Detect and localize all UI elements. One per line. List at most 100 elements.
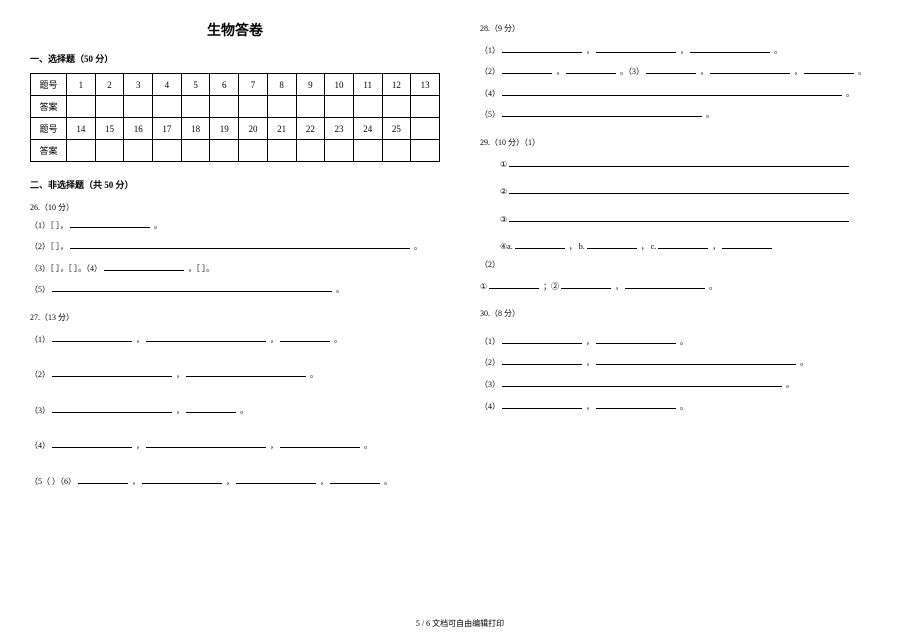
text: ，	[176, 406, 184, 415]
section1-heading: 一、选择题（50 分）	[30, 52, 440, 65]
blank	[502, 64, 552, 74]
q28: 28.（9 分） （1） ， ， 。 （2） ， 。（3） ， ， 。 （4） …	[480, 20, 890, 124]
q29-part2: （2）	[480, 256, 890, 274]
text: ，	[136, 335, 144, 344]
q30-line2: （2） ， 。	[480, 354, 890, 372]
table-cell: 8	[267, 74, 296, 96]
blank	[70, 239, 410, 249]
text: ，	[794, 67, 802, 76]
answer-table: 题号 1 2 3 4 5 6 7 8 9 10 11 12 13 答案	[30, 73, 440, 162]
table-row: 题号 14 15 16 17 18 19 20 21 22 23 24 25	[31, 118, 440, 140]
table-cell: 24	[353, 118, 382, 140]
table-cell	[181, 140, 210, 162]
text: ， c.	[641, 242, 657, 251]
text: ，	[226, 477, 234, 486]
q29: 29.（10 分）（1） ① ② ③ ④a. ， b. ， c. ， （2） ①…	[480, 134, 890, 295]
text: （2）	[480, 358, 500, 367]
table-cell	[153, 140, 182, 162]
blank	[104, 261, 184, 271]
text: 。	[706, 110, 714, 119]
table-cell	[325, 140, 354, 162]
q29-c1: ①	[480, 156, 890, 174]
table-cell: 25	[382, 118, 411, 140]
q27: 27.（13 分） （1） ， ， 。 （2） ， 。 （3） ， 。 （4） …	[30, 309, 440, 491]
blank	[625, 279, 705, 289]
text: 。	[786, 380, 794, 389]
text: （3）［	[30, 264, 54, 273]
text: （5）	[30, 285, 50, 294]
text: ①	[480, 282, 487, 291]
text: ，	[712, 242, 720, 251]
q30: 30.（8 分） （1） ， 。 （2） ， 。 （3） 。 （4） ， 。	[480, 305, 890, 415]
q26-line1: （1）［ ］， 。	[30, 217, 440, 235]
table-cell	[411, 140, 440, 162]
table-cell: 15	[95, 118, 124, 140]
blank	[502, 399, 582, 409]
blank	[502, 86, 842, 96]
text: （1）	[30, 335, 50, 344]
blank	[596, 334, 676, 344]
blank	[502, 43, 582, 53]
table-cell: 3	[124, 74, 153, 96]
blank	[561, 279, 611, 289]
text: 。	[774, 46, 782, 55]
q30-line4: （4） ， 。	[480, 398, 890, 416]
q28-line4: （4） 。	[480, 85, 890, 103]
text: ］，	[56, 242, 68, 251]
text: ，	[615, 282, 623, 291]
q26-header: 26.（10 分）	[30, 199, 440, 217]
blank	[596, 355, 796, 365]
text: （4）	[480, 89, 500, 98]
text: （1）［	[30, 221, 54, 230]
table-cell: 5	[181, 74, 210, 96]
blank	[502, 377, 782, 387]
text: 。	[154, 221, 162, 230]
table-cell	[124, 96, 153, 118]
left-column: 生物答卷 一、选择题（50 分） 题号 1 2 3 4 5 6 7 8 9 10…	[30, 20, 440, 590]
text: ④a.	[500, 242, 513, 251]
table-cell: 17	[153, 118, 182, 140]
text: ，	[320, 477, 328, 486]
text: （3）	[480, 380, 500, 389]
text: （1）	[480, 46, 500, 55]
q27-line2: （2） ， 。	[30, 366, 440, 384]
blank	[78, 474, 128, 484]
blank	[587, 239, 637, 249]
text: 。	[858, 67, 866, 76]
table-cell: 11	[353, 74, 382, 96]
table-row: 答案	[31, 140, 440, 162]
q29-p2-line: ① ；② ， 。	[480, 278, 890, 296]
text: （4）	[30, 441, 50, 450]
blank	[804, 64, 854, 74]
table-cell	[296, 96, 325, 118]
table-row: 题号 1 2 3 4 5 6 7 8 9 10 11 12 13	[31, 74, 440, 96]
table-cell	[239, 96, 268, 118]
blank	[186, 367, 306, 377]
table-cell	[95, 140, 124, 162]
text: ，	[586, 337, 594, 346]
q29-c2: ②	[480, 183, 890, 201]
table-cell	[353, 96, 382, 118]
text: 。	[364, 441, 372, 450]
text: ，［	[188, 264, 200, 273]
table-cell: 6	[210, 74, 239, 96]
text: （2）	[30, 370, 50, 379]
table-cell: 10	[325, 74, 354, 96]
text: （5）	[480, 110, 500, 119]
blank	[52, 367, 172, 377]
table-cell: 14	[67, 118, 96, 140]
row-label: 答案	[31, 96, 67, 118]
table-cell	[382, 140, 411, 162]
blank	[146, 332, 266, 342]
blank	[515, 239, 565, 249]
text: ］，［	[56, 264, 72, 273]
table-cell: 7	[239, 74, 268, 96]
q27-line1: （1） ， ， 。	[30, 331, 440, 349]
table-cell	[267, 140, 296, 162]
table-cell	[210, 96, 239, 118]
table-cell: 18	[181, 118, 210, 140]
table-cell: 13	[411, 74, 440, 96]
text: ，	[132, 477, 140, 486]
table-cell	[124, 140, 153, 162]
table-cell	[210, 140, 239, 162]
